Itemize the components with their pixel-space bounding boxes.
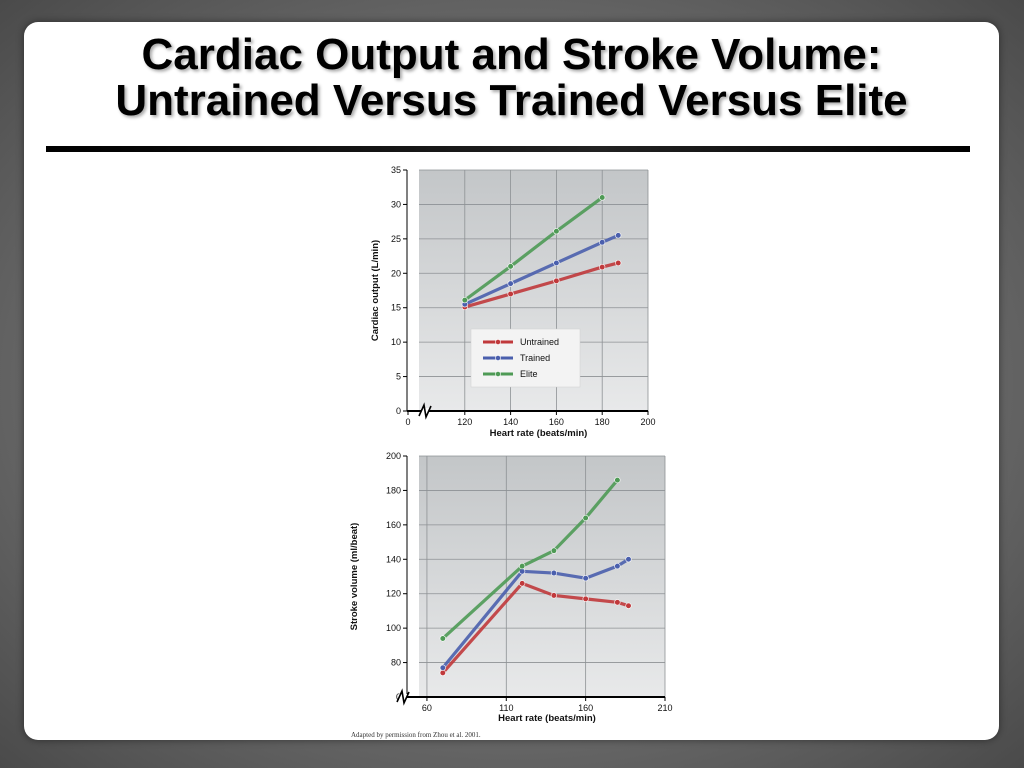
data-point-elite — [439, 635, 446, 642]
y-axis-label: Cardiac output (L/min) — [370, 240, 381, 341]
data-point-elite — [550, 547, 558, 554]
data-point-elite — [461, 297, 468, 304]
y-tick-label: 10 — [391, 337, 401, 347]
y-tick-label: 30 — [391, 199, 401, 209]
legend-label: Untrained — [520, 337, 559, 347]
data-point-elite — [614, 477, 621, 484]
x-tick-label: 180 — [595, 417, 610, 427]
data-point-untrained — [507, 290, 514, 298]
data-point-elite — [599, 194, 606, 201]
data-point-trained — [599, 239, 606, 246]
axis-break-icon — [418, 402, 432, 420]
y-tick-label: 140 — [386, 554, 401, 564]
x-axis-label: Heart rate (beats/min) — [490, 428, 588, 439]
y-axis-label: Stroke volume (ml/beat) — [349, 523, 360, 631]
x-tick-label: 120 — [457, 417, 472, 427]
data-point-trained — [439, 664, 446, 671]
data-point-untrained — [614, 599, 621, 606]
x-tick-label: 160 — [578, 703, 593, 713]
data-point-trained — [582, 575, 589, 582]
title-line-1: Cardiac Output and Stroke Volume: — [141, 30, 882, 79]
x-tick-label: 140 — [503, 417, 518, 427]
chart-cardiac-output: 0 120 140 160 180 200 0 5 10 15 20 25 30 35 Heart rate… — [370, 165, 656, 439]
data-point-untrained — [553, 277, 560, 284]
x-tick-label: 110 — [499, 703, 513, 713]
figure-credit: Adapted by permission from Zhou et al. 2… — [351, 731, 481, 739]
y-tick-label: 180 — [386, 485, 401, 495]
plot-area — [419, 456, 665, 697]
y-tick-label: 100 — [386, 623, 401, 633]
x-tick-label: 0 — [405, 417, 410, 427]
data-point-trained — [614, 563, 621, 570]
y-tick-label: 35 — [391, 165, 401, 175]
data-point-untrained — [550, 592, 558, 599]
x-axis-label: Heart rate (beats/min) — [498, 713, 596, 724]
data-point-trained — [507, 280, 514, 287]
x-tick-label: 210 — [657, 703, 672, 713]
data-point-trained — [615, 232, 622, 239]
y-tick-label: 200 — [386, 451, 401, 461]
data-point-elite — [507, 263, 514, 270]
data-point-untrained — [582, 595, 589, 602]
x-tick-label: 60 — [422, 703, 432, 713]
data-point-elite — [519, 563, 526, 570]
data-point-trained — [625, 556, 632, 563]
title-underline — [46, 146, 970, 152]
y-tick-label: 120 — [386, 589, 401, 599]
data-point-elite — [582, 514, 589, 522]
title-line-2: Untrained Versus Trained Versus Elite — [115, 76, 908, 125]
data-point-untrained — [599, 263, 606, 271]
data-point-elite — [553, 228, 560, 235]
y-tick-label: 15 — [391, 303, 401, 313]
axis-break-icon — [396, 688, 410, 706]
legend-swatch-marker — [495, 371, 501, 377]
data-point-untrained — [615, 259, 622, 267]
data-point-untrained — [625, 602, 632, 609]
x-tick-label: 200 — [640, 417, 655, 427]
data-point-trained — [553, 259, 560, 267]
legend-swatch-marker — [495, 355, 501, 361]
y-tick-label: 25 — [391, 234, 401, 244]
x-tick-label: 160 — [549, 417, 564, 427]
legend: Untrained Trained Elite — [470, 328, 581, 388]
legend-swatch-marker — [495, 339, 501, 345]
y-tick-label: 0 — [396, 406, 401, 416]
legend-label: Trained — [520, 353, 550, 363]
data-point-untrained — [439, 669, 446, 677]
y-tick-label: 5 — [396, 372, 401, 382]
slide-title: Cardiac Output and Stroke Volume: Untrai… — [24, 32, 999, 124]
y-tick-label: 160 — [386, 520, 401, 530]
data-point-trained — [550, 569, 558, 577]
y-tick-label: 80 — [391, 658, 401, 668]
series-line-elite — [463, 195, 604, 302]
legend-label: Elite — [520, 369, 538, 379]
y-tick-label: 20 — [391, 268, 401, 278]
data-point-untrained — [519, 580, 526, 587]
